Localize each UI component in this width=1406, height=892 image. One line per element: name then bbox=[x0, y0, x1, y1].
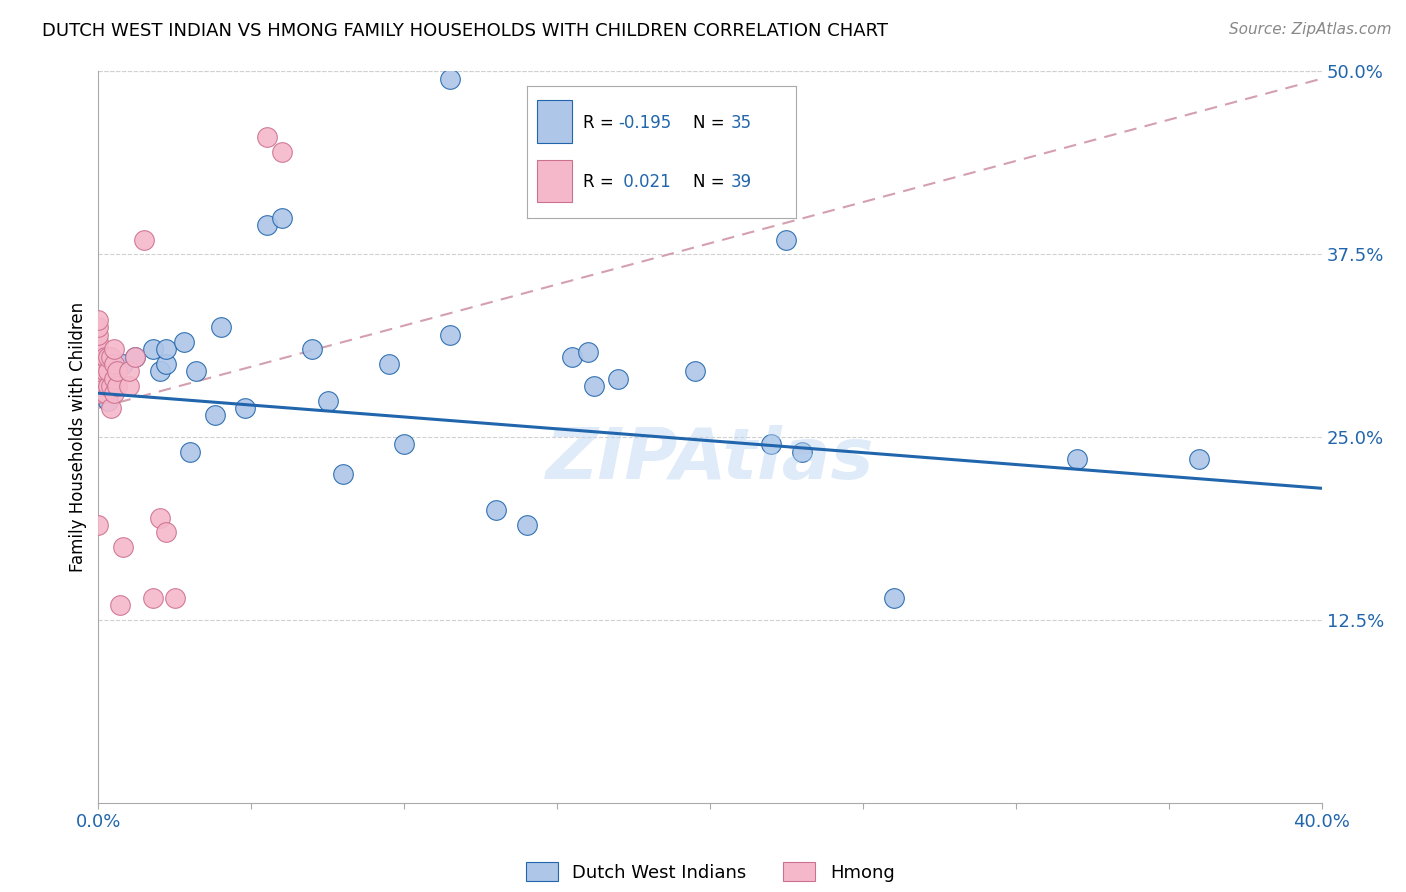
Point bbox=[87, 386, 110, 401]
Legend: Dutch West Indians, Hmong: Dutch West Indians, Hmong bbox=[519, 855, 901, 888]
Point bbox=[103, 386, 125, 401]
Text: ZIPAtlas: ZIPAtlas bbox=[546, 425, 875, 493]
Point bbox=[607, 371, 630, 385]
Point bbox=[103, 357, 125, 371]
Point bbox=[87, 350, 110, 364]
Point bbox=[105, 364, 128, 378]
Point bbox=[256, 130, 278, 145]
Point bbox=[204, 408, 226, 422]
Point bbox=[149, 364, 172, 378]
Point bbox=[103, 343, 125, 357]
Point bbox=[155, 525, 177, 540]
Point bbox=[392, 437, 416, 451]
Point bbox=[93, 386, 115, 401]
Point bbox=[485, 503, 508, 517]
Point bbox=[100, 350, 122, 364]
Point bbox=[124, 350, 146, 364]
Point bbox=[97, 379, 120, 393]
Point bbox=[142, 343, 165, 357]
Point bbox=[790, 444, 813, 458]
Point bbox=[155, 357, 177, 371]
Text: Source: ZipAtlas.com: Source: ZipAtlas.com bbox=[1229, 22, 1392, 37]
Point bbox=[582, 379, 605, 393]
Point bbox=[103, 371, 125, 385]
Point bbox=[87, 364, 110, 378]
Point bbox=[118, 364, 141, 378]
Point bbox=[87, 379, 110, 393]
Point bbox=[1066, 452, 1088, 467]
Point bbox=[155, 343, 177, 357]
Point bbox=[576, 345, 599, 359]
Point bbox=[87, 334, 110, 349]
Point bbox=[1188, 452, 1211, 467]
Point bbox=[316, 393, 339, 408]
Point bbox=[179, 444, 201, 458]
Point bbox=[378, 357, 401, 371]
Point bbox=[124, 350, 146, 364]
Point bbox=[93, 364, 115, 378]
Y-axis label: Family Households with Children: Family Households with Children bbox=[69, 302, 87, 572]
Point bbox=[87, 357, 110, 371]
Point bbox=[516, 517, 538, 532]
Point bbox=[97, 364, 120, 378]
Point bbox=[87, 517, 110, 532]
Point bbox=[111, 357, 134, 371]
Point bbox=[759, 437, 782, 451]
Point bbox=[233, 401, 256, 415]
Point bbox=[775, 233, 797, 247]
Text: DUTCH WEST INDIAN VS HMONG FAMILY HOUSEHOLDS WITH CHILDREN CORRELATION CHART: DUTCH WEST INDIAN VS HMONG FAMILY HOUSEH… bbox=[42, 22, 889, 40]
Point bbox=[118, 379, 141, 393]
Point bbox=[149, 510, 172, 524]
Point bbox=[105, 379, 128, 393]
Point bbox=[186, 364, 208, 378]
Point bbox=[134, 233, 156, 247]
Point bbox=[256, 218, 278, 232]
Point bbox=[561, 350, 583, 364]
Point bbox=[163, 591, 186, 605]
Point bbox=[100, 379, 122, 393]
Point bbox=[439, 327, 461, 342]
Point bbox=[87, 320, 110, 334]
Point bbox=[108, 599, 131, 613]
Point bbox=[97, 350, 120, 364]
Point bbox=[111, 540, 134, 554]
Point bbox=[97, 393, 120, 408]
Point bbox=[270, 145, 292, 159]
Point bbox=[87, 327, 110, 342]
Point bbox=[93, 350, 115, 364]
Point bbox=[209, 320, 232, 334]
Point bbox=[301, 343, 323, 357]
Point bbox=[883, 591, 905, 605]
Point bbox=[270, 211, 292, 225]
Point bbox=[100, 401, 122, 415]
Point bbox=[683, 364, 706, 378]
Point bbox=[142, 591, 165, 605]
Point bbox=[439, 71, 461, 86]
Point bbox=[87, 313, 110, 327]
Point bbox=[332, 467, 354, 481]
Point bbox=[87, 371, 110, 385]
Point bbox=[173, 334, 195, 349]
Point bbox=[87, 343, 110, 357]
